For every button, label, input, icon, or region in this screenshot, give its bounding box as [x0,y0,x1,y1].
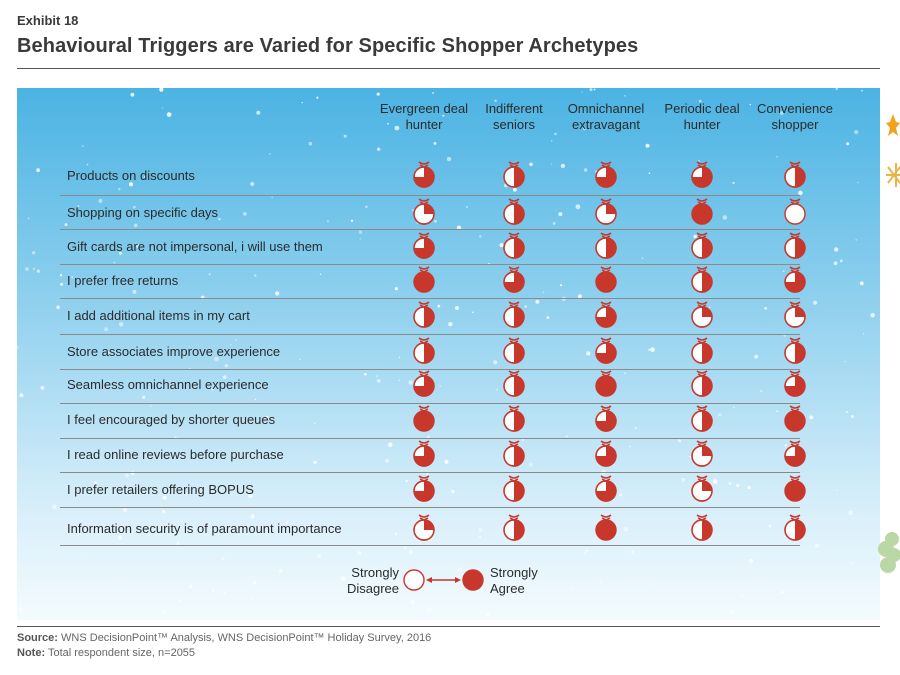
column-header: Indifferent seniors [485,101,543,132]
rating-ornament [503,440,525,467]
rating-ornament [691,514,713,541]
rating-ornament [784,301,806,328]
footer-divider [17,626,880,627]
rating-ornament [784,440,806,467]
title-divider [17,68,880,69]
chart-background-panel [17,88,880,620]
legend-disagree-label: Strongly Disagree [346,565,399,596]
rating-ornament [691,301,713,328]
rating-ornament [413,370,435,397]
rating-ornament [413,301,435,328]
rating-ornament [595,440,617,467]
rating-ornament [784,337,806,364]
rating-ornament [691,440,713,467]
rating-ornament [691,405,713,432]
row-divider [60,507,800,508]
column-header: Periodic deal hunter [664,101,740,132]
row-divider [60,403,800,404]
row-label: I feel encouraged by shorter queues [67,412,276,427]
rating-ornament [784,475,806,502]
rating-ornament [691,161,713,188]
rating-ornament [503,161,525,188]
star-ornament-icon [886,114,900,136]
row-label: Gift cards are not impersonal, i will us… [67,239,323,254]
rating-ornament [595,232,617,259]
rating-ornament [413,198,435,225]
rating-ornament [691,198,713,225]
snowflake-ornament-icon [886,163,900,187]
rating-ornament [784,514,806,541]
source-footnote: Source: WNS DecisionPoint™ Analysis, WNS… [17,632,432,644]
rating-ornament [595,266,617,293]
row-divider [60,334,800,335]
rating-ornament [784,266,806,293]
row-divider [60,472,800,473]
rating-ornament [503,301,525,328]
rating-ornament [784,161,806,188]
row-divider [60,438,800,439]
rating-ornament [413,405,435,432]
row-label: Store associates improve experience [67,344,281,359]
rating-ornament [503,232,525,259]
rating-ornament [413,475,435,502]
legend-disagree-circle [403,569,425,591]
rating-ornament [784,405,806,432]
row-divider [60,298,800,299]
rating-ornament [691,337,713,364]
rating-ornament [503,198,525,225]
row-label: Seamless omnichannel experience [67,377,269,392]
row-divider [60,195,800,196]
rating-ornament [595,198,617,225]
chart-title: Behavioural Triggers are Varied for Spec… [17,35,639,57]
column-header: Omnichannel extravagant [567,101,645,132]
row-divider [60,545,800,546]
rating-ornament [595,370,617,397]
tree-ornament-icon [878,532,900,573]
row-label: I prefer free returns [67,273,179,288]
row-label: I add additional items in my cart [67,308,250,323]
rating-ornament [691,266,713,293]
rating-ornament [503,514,525,541]
column-header: Convenience shopper [757,101,833,132]
rating-ornament [784,232,806,259]
row-label: Information security is of paramount imp… [67,521,342,536]
rating-ornament [595,405,617,432]
rating-ornament [595,514,617,541]
rating-ornament [503,266,525,293]
rating-ornament [413,161,435,188]
rating-ornament [595,161,617,188]
rating-ornament [503,405,525,432]
rating-ornament [413,266,435,293]
column-header: Evergreen deal hunter [379,101,469,132]
rating-ornament [784,370,806,397]
rating-ornament [503,475,525,502]
rating-ornament [413,440,435,467]
exhibit-label: Exhibit 18 [17,13,79,28]
rating-ornament [503,370,525,397]
row-label: I prefer retailers offering BOPUS [67,482,254,497]
row-divider [60,229,800,230]
row-label: Shopping on specific days [67,205,219,220]
legend-agree-circle [462,569,484,591]
rating-ornament [413,337,435,364]
row-divider [60,369,800,370]
row-divider [60,264,800,265]
legend-double-arrow-icon [426,577,461,583]
rating-ornament [413,514,435,541]
rating-ornament [595,475,617,502]
rating-ornament [595,337,617,364]
rating-ornament [691,232,713,259]
note-footnote: Note: Total respondent size, n=2055 [17,647,196,659]
rating-ornament [691,370,713,397]
rating-ornament [691,475,713,502]
rating-ornament [784,198,806,225]
legend-agree-label: Strongly Agree [490,565,538,596]
row-label: Products on discounts [67,168,195,183]
rating-ornament [595,301,617,328]
rating-ornament [413,232,435,259]
rating-ornament [503,337,525,364]
row-label: I read online reviews before purchase [67,447,284,462]
